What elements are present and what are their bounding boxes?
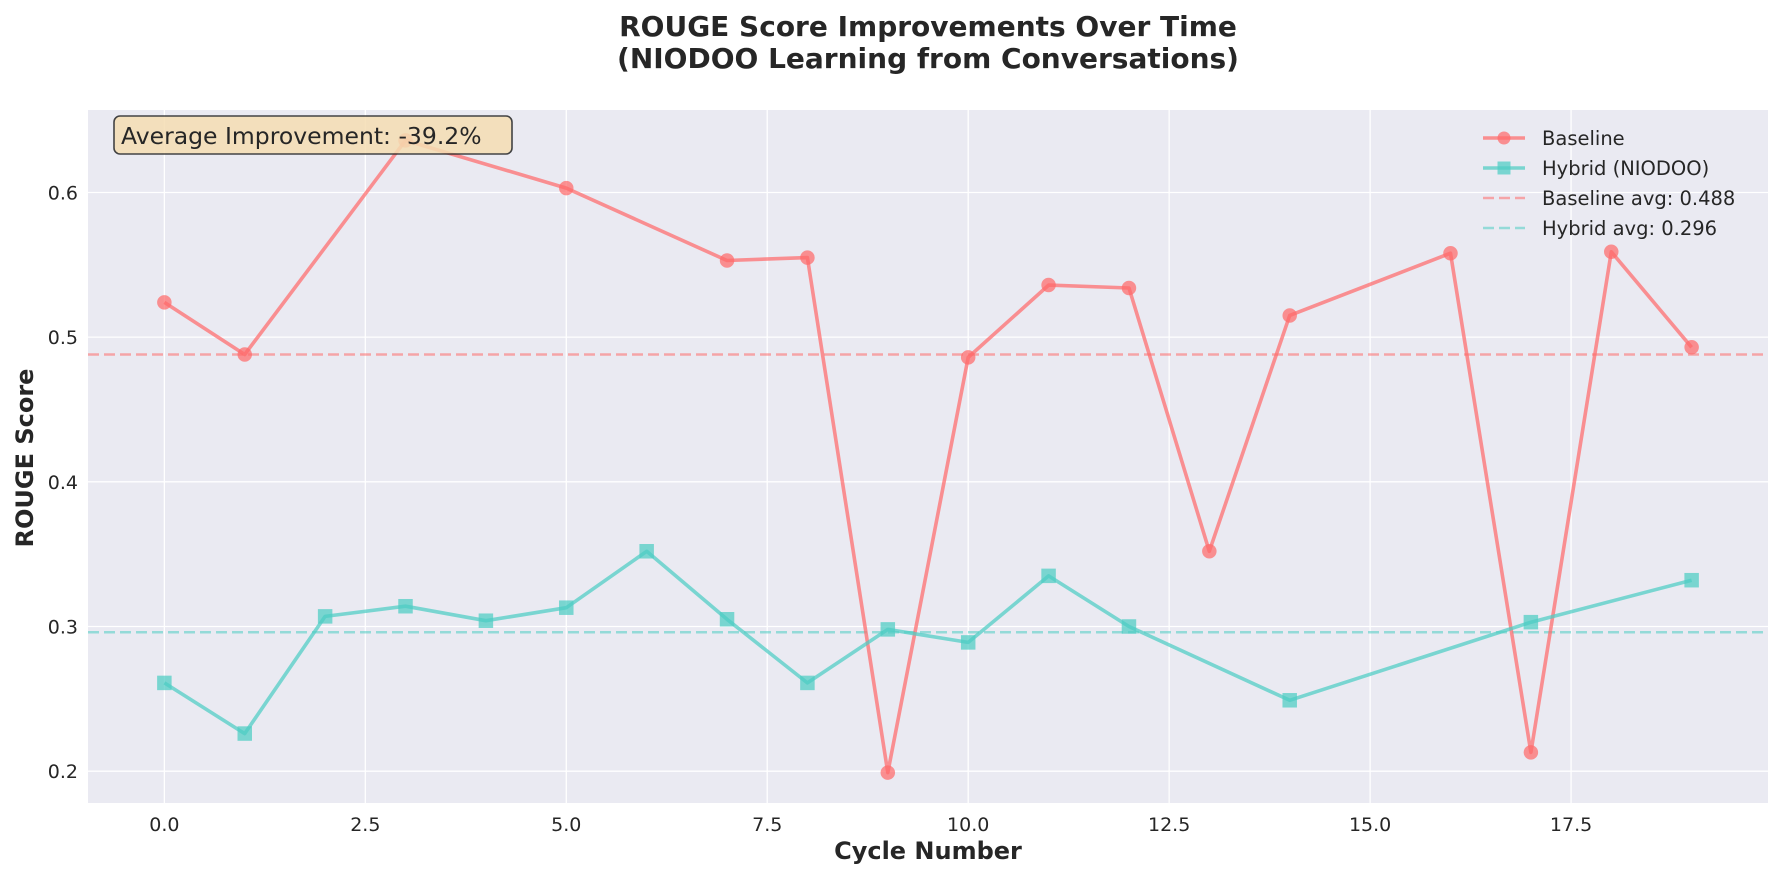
data-point — [639, 544, 654, 559]
grid-lines — [88, 110, 1768, 803]
data-point — [157, 675, 172, 691]
data-point — [1443, 245, 1458, 261]
y-tick-label: 0.2 — [48, 761, 78, 783]
y-axis-label: ROUGE Score — [11, 369, 39, 548]
x-tick-label: 15.0 — [1349, 814, 1391, 836]
series-group — [157, 544, 1699, 741]
data-point — [157, 295, 172, 310]
data-point — [1684, 572, 1699, 588]
data-point — [880, 765, 896, 780]
annotation-background — [113, 115, 513, 155]
data-point — [719, 253, 735, 268]
data-point — [317, 609, 333, 624]
data-point — [237, 347, 252, 362]
data-point — [1041, 277, 1056, 293]
data-point — [960, 635, 976, 650]
data-point — [1604, 244, 1619, 260]
plot-area — [88, 110, 1768, 803]
legend-label: Baseline — [1542, 127, 1625, 150]
data-point — [1041, 568, 1056, 584]
data-point — [1282, 308, 1297, 323]
x-axis-label: Cycle Number — [834, 837, 1022, 865]
data-point — [398, 598, 413, 614]
data-point — [559, 600, 574, 615]
data-point — [719, 612, 735, 627]
data-point — [1523, 745, 1539, 760]
legend-label: Hybrid avg: 0.296 — [1542, 217, 1717, 240]
data-point — [800, 675, 815, 691]
data-point — [880, 622, 896, 637]
data-point — [1121, 280, 1137, 296]
data-point — [1523, 614, 1539, 630]
x-tick-label: 17.5 — [1550, 814, 1592, 836]
legend-entry: Hybrid (NIODOO) — [1483, 157, 1709, 180]
data-point — [800, 250, 815, 265]
data-point — [1684, 340, 1699, 355]
chart-title-line2: (NIODOO Learning from Conversations) — [617, 42, 1239, 75]
legend: Baseline Hybrid (NIODOO) Baseline avg: 0.4… — [1483, 127, 1735, 240]
chart-title-line1: ROUGE Score Improvements Over Time — [619, 10, 1237, 43]
annotation-text: Average Improvement: -39.2% — [121, 122, 482, 150]
x-tick-label: 2.5 — [350, 814, 380, 836]
y-tick-label: 0.6 — [48, 182, 78, 204]
annotation-box: Average Improvement: -39.2% — [113, 115, 513, 155]
data-point — [1121, 619, 1137, 634]
legend-marker — [1497, 131, 1511, 145]
data-point — [559, 180, 574, 196]
legend-entry: Baseline avg: 0.488 — [1483, 187, 1735, 210]
series-line — [163, 549, 1693, 736]
legend-marker — [1497, 161, 1511, 175]
legend-entry: Baseline — [1483, 127, 1625, 150]
data-point — [237, 726, 252, 741]
series-line — [163, 138, 1693, 775]
axis-ticks: 0.0 2.5 5.0 7.5 10.0 12.5 15.0 17.5 0.2 0.3 0.4 0.5… — [48, 182, 1592, 836]
x-tick-label: 12.5 — [1148, 814, 1190, 836]
legend-label: Hybrid (NIODOO) — [1542, 157, 1709, 180]
y-tick-label: 0.4 — [48, 472, 78, 494]
x-tick-label: 0.0 — [149, 814, 179, 836]
data-point — [1202, 544, 1217, 559]
average-reference-lines — [88, 353, 1768, 634]
legend-entry: Hybrid avg: 0.296 — [1483, 217, 1717, 240]
x-tick-label: 7.5 — [752, 814, 782, 836]
legend-label: Baseline avg: 0.488 — [1542, 187, 1735, 210]
y-tick-label: 0.3 — [48, 616, 78, 638]
x-tick-label: 10.0 — [947, 814, 989, 836]
data-point — [960, 350, 976, 365]
y-tick-label: 0.5 — [48, 327, 78, 349]
x-tick-label: 5.0 — [551, 814, 581, 836]
data-point — [1282, 693, 1297, 708]
data-point — [478, 613, 494, 628]
